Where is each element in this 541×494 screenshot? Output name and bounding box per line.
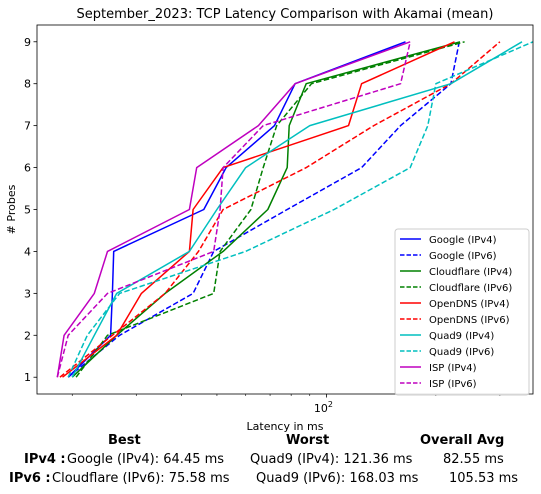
series-line-0 bbox=[67, 41, 406, 378]
y-tick-label-7: 7 bbox=[24, 120, 31, 133]
y-tick-label-5: 5 bbox=[24, 204, 31, 217]
legend-label-5: OpenDNS (IPv6) bbox=[429, 315, 510, 326]
y-tick-label-4: 4 bbox=[24, 245, 31, 258]
legend-box bbox=[394, 228, 530, 396]
series-line-5 bbox=[59, 41, 501, 378]
series-line-4 bbox=[62, 41, 455, 378]
series-line-9 bbox=[56, 41, 411, 378]
y-tick-label-1: 1 bbox=[24, 371, 31, 384]
legend-label-2: Cloudflare (IPv4) bbox=[429, 267, 512, 278]
series-line-3 bbox=[75, 41, 465, 378]
series-line-8 bbox=[56, 41, 411, 378]
y-tick-label-9: 9 bbox=[24, 36, 31, 49]
legend-label-0: Google (IPv4) bbox=[429, 235, 497, 246]
series-line-7 bbox=[67, 41, 534, 378]
y-tick-label-8: 8 bbox=[24, 78, 31, 91]
legend-label-1: Google (IPv6) bbox=[429, 251, 497, 262]
y-tick-label-2: 2 bbox=[24, 329, 31, 342]
chart-title: September_2023: TCP Latency Comparison w… bbox=[77, 7, 494, 22]
legend-label-9: ISP (IPv6) bbox=[429, 379, 477, 390]
x-tick-exponent: 2 bbox=[328, 400, 333, 409]
x-tick-label-100: 102 bbox=[314, 400, 333, 415]
series-line-1 bbox=[67, 41, 461, 378]
y-tick-label-3: 3 bbox=[24, 287, 31, 300]
legend-label-4: OpenDNS (IPv4) bbox=[429, 299, 510, 310]
legend-label-3: Cloudflare (IPv6) bbox=[429, 283, 512, 294]
x-axis-label: Latency in ms bbox=[247, 420, 324, 433]
y-tick-label-6: 6 bbox=[24, 162, 31, 175]
series-line-6 bbox=[71, 41, 523, 378]
legend-label-6: Quad9 (IPv4) bbox=[429, 331, 494, 342]
y-axis-label: # Probes bbox=[5, 184, 18, 234]
legend-label-8: ISP (IPv4) bbox=[429, 363, 477, 374]
legend-label-7: Quad9 (IPv6) bbox=[429, 347, 494, 358]
